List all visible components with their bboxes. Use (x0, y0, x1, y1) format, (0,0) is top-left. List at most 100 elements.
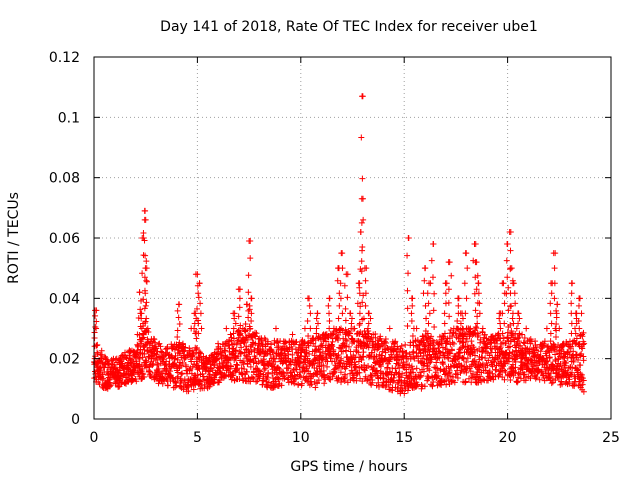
data-point (356, 310, 363, 317)
data-point (421, 383, 428, 390)
data-point (323, 354, 330, 361)
data-point (219, 349, 226, 356)
data-point (429, 274, 436, 281)
data-point (555, 367, 562, 374)
x-tick-label: 15 (395, 430, 413, 446)
data-point (281, 340, 288, 347)
data-point (578, 371, 585, 378)
data-point (191, 325, 198, 332)
data-point (333, 328, 340, 335)
axis-ticks: 0 5 10 15 20 25 0 0.02 0.04 0.06 0.08 0.1 0.12 (49, 50, 620, 446)
data-point (173, 382, 180, 389)
data-point (171, 355, 178, 362)
data-point (141, 274, 148, 281)
data-point (315, 320, 322, 327)
data-point (122, 349, 129, 356)
data-point (568, 290, 575, 297)
data-point (512, 364, 519, 371)
data-point (139, 354, 146, 361)
data-point (516, 338, 523, 345)
data-point (358, 134, 365, 141)
data-point (335, 352, 342, 359)
data-point (452, 370, 459, 377)
data-point (253, 330, 260, 337)
data-point (128, 371, 135, 378)
data-point (559, 381, 566, 388)
data-point (551, 265, 558, 272)
data-point (405, 270, 412, 277)
data-point (484, 362, 491, 369)
data-point (508, 328, 515, 335)
data-point (136, 332, 143, 339)
data-point (431, 323, 438, 330)
data-point (454, 325, 461, 332)
data-point (189, 347, 196, 354)
data-point (255, 336, 262, 343)
data-point (426, 310, 433, 317)
data-point (361, 328, 368, 335)
data-point (236, 304, 243, 311)
data-point (421, 277, 428, 284)
data-point (476, 300, 483, 307)
data-point (445, 299, 452, 306)
data-point (196, 280, 203, 287)
data-point (516, 330, 523, 337)
data-point (408, 381, 415, 388)
data-point (573, 351, 580, 358)
data-point (238, 370, 245, 377)
data-point (195, 290, 202, 297)
data-point (441, 310, 448, 317)
data-point (356, 284, 363, 291)
data-point (236, 376, 243, 383)
data-point (553, 320, 560, 327)
data-point (424, 330, 431, 337)
data-point (368, 349, 375, 356)
data-point (482, 367, 489, 374)
data-point (360, 349, 367, 356)
data-point (171, 361, 178, 368)
data-point (399, 370, 406, 377)
data-point (507, 247, 514, 254)
data-point (547, 300, 554, 307)
data-point (196, 349, 203, 356)
data-point (417, 349, 424, 356)
data-point (471, 346, 478, 353)
data-point (508, 302, 515, 309)
data-point (236, 331, 243, 338)
data-point (307, 370, 314, 377)
data-point (174, 334, 181, 341)
data-point (443, 280, 450, 287)
data-point (538, 368, 545, 375)
data-point (337, 369, 344, 376)
data-point (113, 355, 120, 362)
data-point (419, 355, 426, 362)
data-point (264, 340, 271, 347)
data-point (130, 358, 137, 365)
data-point (280, 369, 287, 376)
y-tick-label: 0.06 (49, 231, 80, 247)
data-point (247, 238, 254, 245)
data-point (480, 376, 487, 383)
data-point (441, 352, 448, 359)
data-point (413, 352, 420, 359)
data-point (358, 356, 365, 363)
data-point (504, 241, 511, 248)
data-point (440, 361, 447, 368)
data-point (235, 327, 242, 334)
data-point (427, 280, 434, 287)
data-point (518, 345, 525, 352)
data-point (377, 363, 384, 370)
data-point (230, 310, 237, 317)
data-point (137, 310, 144, 317)
data-point (552, 334, 559, 341)
data-point (363, 265, 370, 272)
data-point (503, 290, 510, 297)
data-point (442, 300, 449, 307)
data-point (474, 330, 481, 337)
data-point (433, 359, 440, 366)
data-point (552, 343, 559, 350)
data-point (192, 271, 199, 278)
data-point (236, 295, 243, 302)
data-point (414, 381, 421, 388)
